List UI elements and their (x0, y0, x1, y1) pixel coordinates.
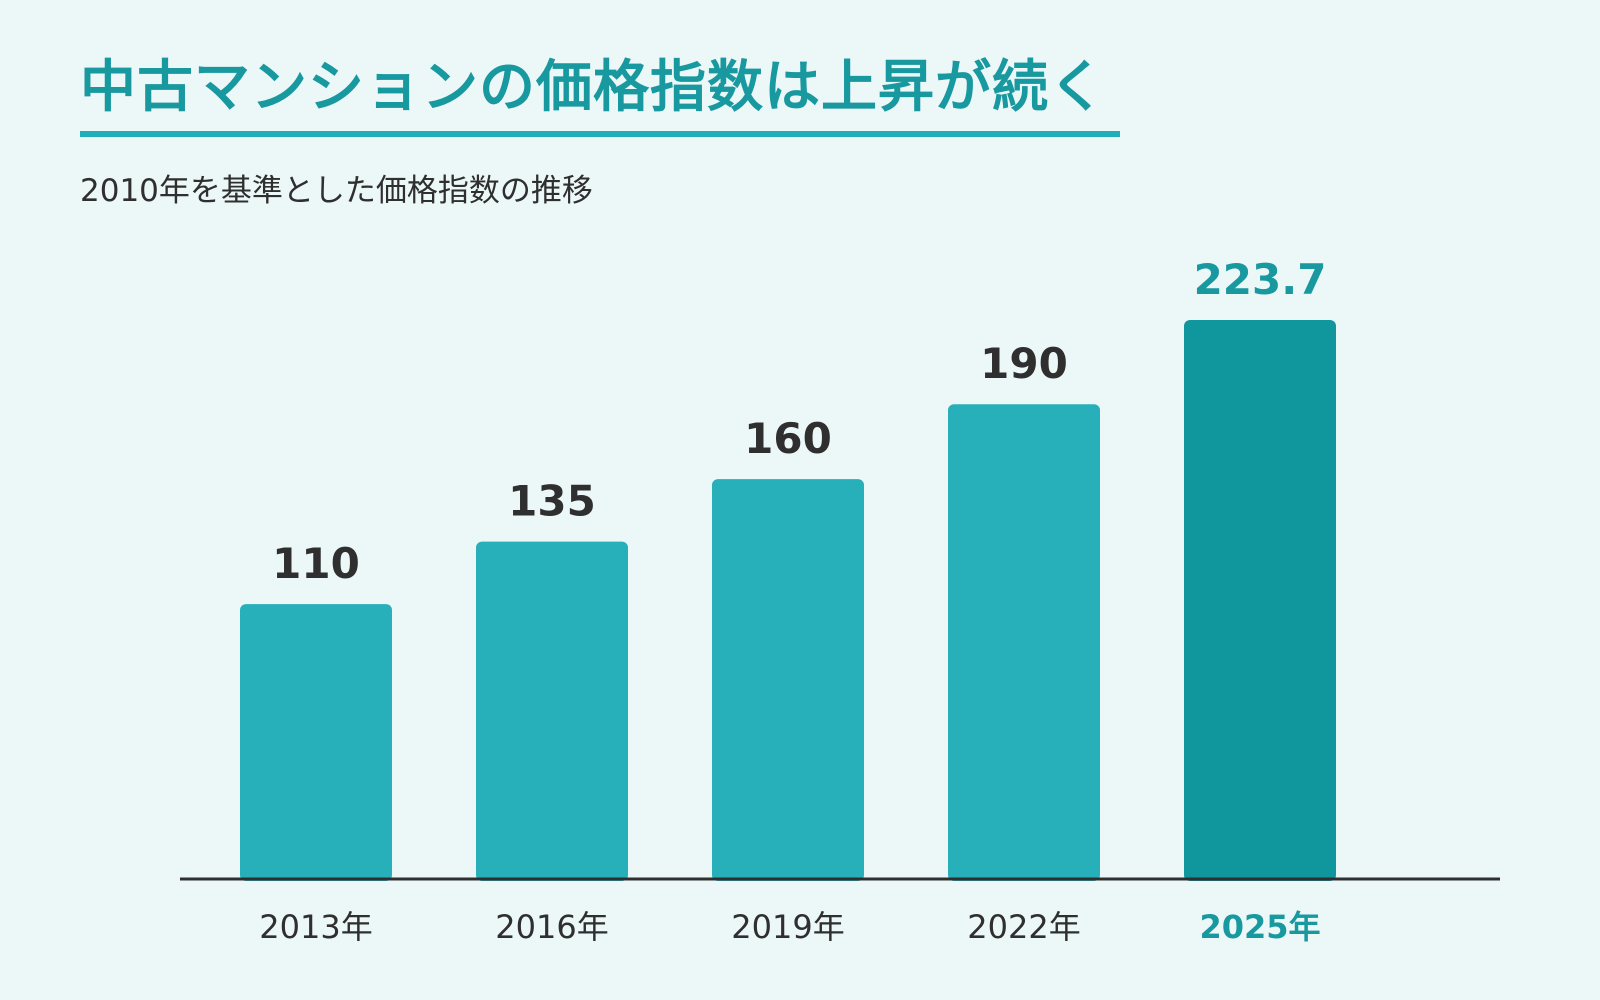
bar-1 (476, 541, 628, 881)
chart-subtitle: 2010年を基準とした価格指数の推移 (80, 173, 593, 209)
labels-group: 110 2013年 135 2016年 160 2019年 190 2022年 223.7 202… (259, 255, 1326, 946)
bars-group (240, 320, 1336, 881)
bar-2 (712, 479, 864, 881)
bar-0 (240, 604, 392, 881)
value-label-1: 135 (508, 477, 596, 526)
category-label-1: 2016年 (495, 908, 608, 946)
value-label-0: 110 (272, 539, 360, 588)
bar-3 (948, 404, 1100, 881)
value-label-2: 160 (744, 414, 832, 463)
value-label-4: 223.7 (1194, 255, 1327, 304)
bar-4 (1184, 320, 1336, 881)
chart-title: 中古マンションの価格指数は上昇が続く (80, 55, 1106, 120)
category-label-4: 2025年 (1199, 908, 1320, 946)
category-label-3: 2022年 (967, 908, 1080, 946)
category-label-2: 2019年 (731, 908, 844, 946)
category-label-0: 2013年 (259, 908, 372, 946)
value-label-3: 190 (980, 339, 1068, 388)
title-underline (80, 131, 1120, 137)
